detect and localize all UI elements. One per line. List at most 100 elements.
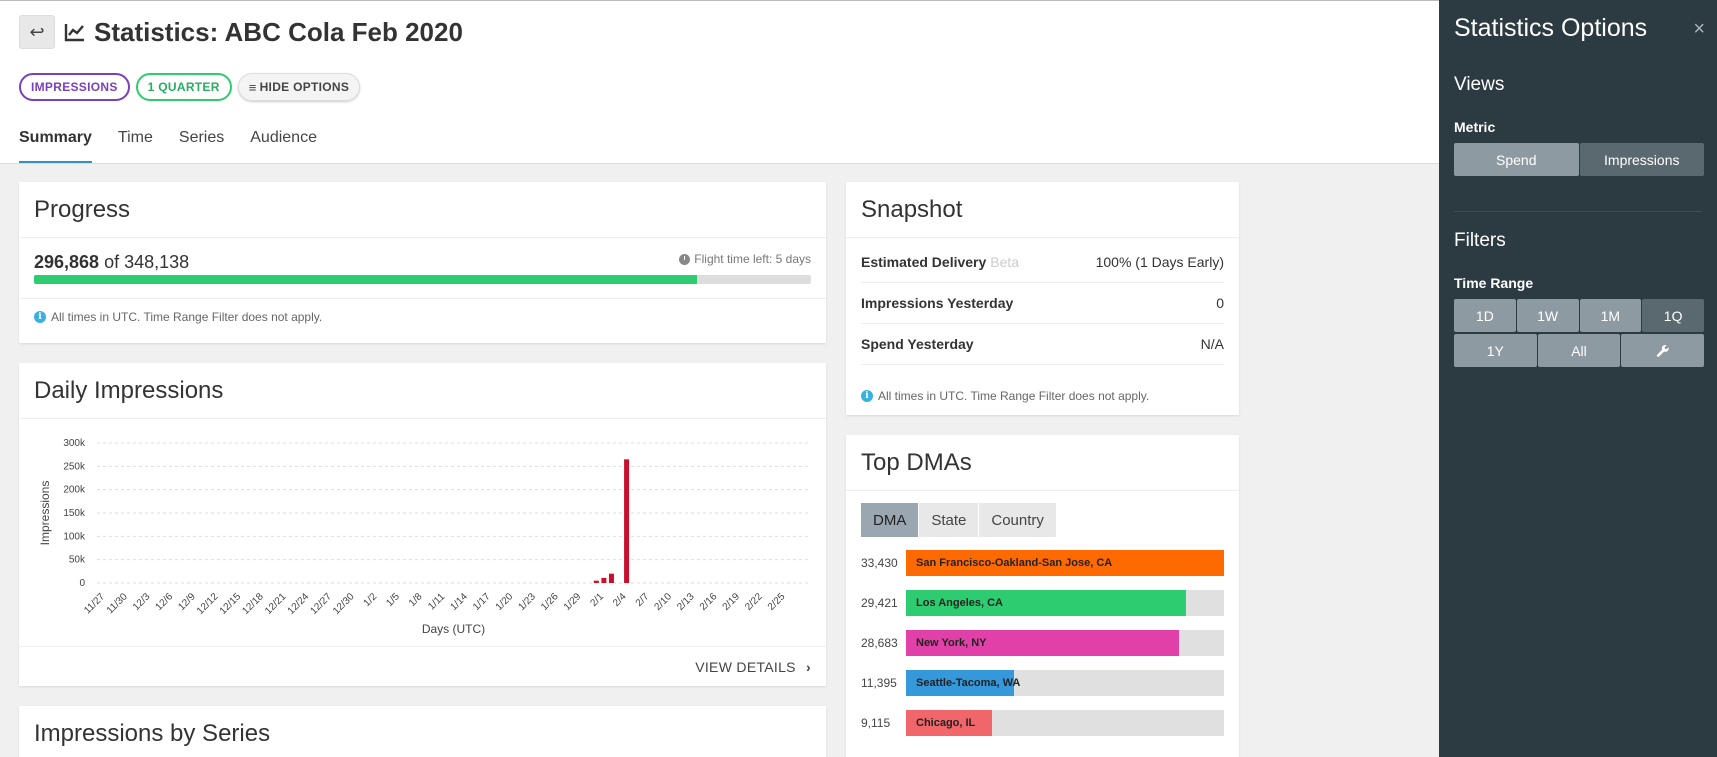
dma-bar-fill	[906, 670, 1015, 696]
dma-value: 29,421	[861, 596, 898, 610]
daily-impressions-title: Daily Impressions	[34, 377, 224, 404]
range-1m-button[interactable]: 1M	[1579, 299, 1642, 332]
x-tick-label: 2/7	[634, 591, 652, 609]
progress-values: 296,868 of 348,138	[34, 252, 189, 273]
dma-row: 28,683 New York, NY	[861, 630, 1224, 656]
segment-state[interactable]: State	[919, 503, 980, 537]
snapshot-row-impressions-yesterday: Impressions Yesterday 0	[861, 283, 1224, 324]
chart-bar	[593, 580, 599, 583]
tab-audience[interactable]: Audience	[250, 129, 317, 146]
info-icon: i	[34, 311, 46, 323]
dma-value: 28,683	[861, 636, 898, 650]
divider	[19, 298, 826, 299]
daily-impressions-chart: 0 50k 100k 150k 200k 250k 300k Impressions 11/27…	[38, 438, 810, 636]
divider	[846, 237, 1239, 238]
y-tick-label: 200k	[63, 485, 86, 496]
divider	[1454, 211, 1702, 212]
segment-country[interactable]: Country	[979, 503, 1057, 537]
x-tick-label: 1/11	[426, 591, 447, 612]
dma-bar-fill	[906, 710, 992, 736]
range-1y-button[interactable]: 1Y	[1454, 334, 1537, 367]
statistics-options-panel: Statistics Options × Views Metric Spend …	[1439, 0, 1717, 757]
time-range-row-1: 1D 1W 1M 1Q	[1454, 299, 1704, 332]
range-all-button[interactable]: All	[1537, 334, 1621, 367]
main-area: ↩ Statistics: ABC Cola Feb 2020 IMPRESSI…	[0, 0, 1439, 757]
dma-bar-fill	[906, 590, 1186, 616]
dma-row: 29,421 Los Angeles, CA	[861, 590, 1224, 616]
dma-bar-track: Seattle-Tacoma, WA	[906, 670, 1224, 696]
range-1q-button[interactable]: 1Q	[1642, 299, 1704, 332]
x-tick-label: 1/17	[471, 591, 493, 613]
dma-bar-fill	[906, 630, 1180, 656]
x-tick-label: 11/30	[105, 591, 130, 616]
dma-value: 9,115	[861, 716, 891, 730]
y-tick-label: 250k	[63, 461, 86, 472]
page-title: Statistics: ABC Cola Feb 2020	[94, 16, 463, 47]
x-tick-label: 2/1	[588, 591, 606, 609]
view-details-link[interactable]: VIEW DETAILS ›	[695, 659, 811, 675]
chart-bar	[624, 459, 630, 583]
segment-dma[interactable]: DMA	[861, 503, 920, 537]
metric-spend-button[interactable]: Spend	[1454, 143, 1579, 176]
dma-label: New York, NY	[916, 637, 987, 649]
beta-badge: Beta	[990, 254, 1020, 270]
title-wrap: Statistics: ABC Cola Feb 2020	[64, 15, 463, 49]
custom-range-button[interactable]	[1621, 334, 1705, 367]
metric-impressions-button[interactable]: Impressions	[1579, 143, 1704, 176]
dma-label: San Francisco-Oakland-San Jose, CA	[916, 557, 1113, 569]
x-tick-label: 12/15	[218, 591, 244, 617]
chart-bar	[608, 573, 614, 583]
x-tick-label: 1/14	[448, 591, 470, 613]
tab-summary[interactable]: Summary	[19, 129, 92, 163]
impressions-by-series-card: Impressions by Series	[19, 706, 826, 757]
metric-label: Metric	[1454, 119, 1496, 135]
snapshot-card: Snapshot Estimated Delivery Beta 100% (1 …	[846, 182, 1239, 415]
dma-bar-track: Los Angeles, CA	[906, 590, 1224, 616]
snapshot-note: i All times in UTC. Time Range Filter do…	[861, 389, 1149, 403]
range-1d-button[interactable]: 1D	[1454, 299, 1516, 332]
dma-row: 33,430 San Francisco-Oakland-San Jose, CA	[861, 550, 1224, 576]
views-heading: Views	[1454, 74, 1505, 95]
x-tick-label: 1/29	[562, 591, 584, 613]
metric-pill[interactable]: IMPRESSIONS	[19, 73, 130, 101]
snapshot-value: N/A	[1200, 336, 1224, 352]
time-range-pill[interactable]: 1 QUARTER	[135, 73, 232, 101]
time-range-label: Time Range	[1454, 275, 1534, 291]
divider	[846, 490, 1239, 491]
tab-time[interactable]: Time	[117, 129, 153, 146]
chart-bar	[601, 577, 607, 583]
x-tick-label: 12/30	[331, 591, 357, 617]
x-tick-label: 2/4	[611, 591, 629, 609]
progress-card: Progress 296,868 of 348,138 Flight time …	[19, 182, 826, 343]
divider	[19, 237, 826, 238]
progress-note-text: All times in UTC. Time Range Filter does…	[51, 310, 323, 324]
dma-bar-track: San Francisco-Oakland-San Jose, CA	[906, 550, 1224, 576]
progress-bar	[34, 275, 811, 284]
x-tick-label: 1/20	[494, 591, 516, 613]
x-tick-label: 12/12	[195, 591, 221, 617]
range-1w-button[interactable]: 1W	[1516, 299, 1579, 332]
top-dmas-card: Top DMAs DMA State Country 33,430 San Fra…	[846, 435, 1239, 757]
x-tick-label: 12/18	[240, 591, 266, 617]
filter-pills: IMPRESSIONS 1 QUARTER ≡ HIDE OPTIONS	[19, 73, 361, 101]
close-icon[interactable]: ×	[1693, 18, 1705, 40]
snapshot-row-estimated-delivery: Estimated Delivery Beta 100% (1 Days Earl…	[861, 242, 1224, 283]
back-button[interactable]: ↩	[19, 15, 55, 49]
tab-series[interactable]: Series	[178, 129, 225, 146]
hide-options-button[interactable]: ≡ HIDE OPTIONS	[237, 73, 361, 101]
x-tick-label: 2/13	[675, 591, 697, 613]
filters-heading: Filters	[1454, 230, 1506, 251]
snapshot-value: 0	[1216, 295, 1224, 311]
snapshot-label: Spend Yesterday	[861, 336, 974, 352]
x-tick-label: 12/27	[308, 591, 334, 617]
y-tick-label: 100k	[63, 531, 86, 542]
panel-title: Statistics Options	[1454, 14, 1648, 42]
progress-of: of	[104, 252, 120, 272]
line-chart-icon	[64, 24, 84, 42]
dma-bar-track: Chicago, IL	[906, 710, 1224, 736]
x-tick-label: 1/23	[516, 591, 538, 613]
dma-row: 11,395 Seattle-Tacoma, WA	[861, 670, 1224, 696]
divider	[19, 418, 826, 419]
dma-row: 9,115 Chicago, IL	[861, 710, 1224, 736]
progress-total: 348,138	[124, 252, 190, 272]
